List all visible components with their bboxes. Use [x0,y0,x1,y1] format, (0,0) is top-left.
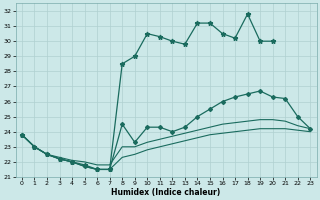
X-axis label: Humidex (Indice chaleur): Humidex (Indice chaleur) [111,188,221,197]
